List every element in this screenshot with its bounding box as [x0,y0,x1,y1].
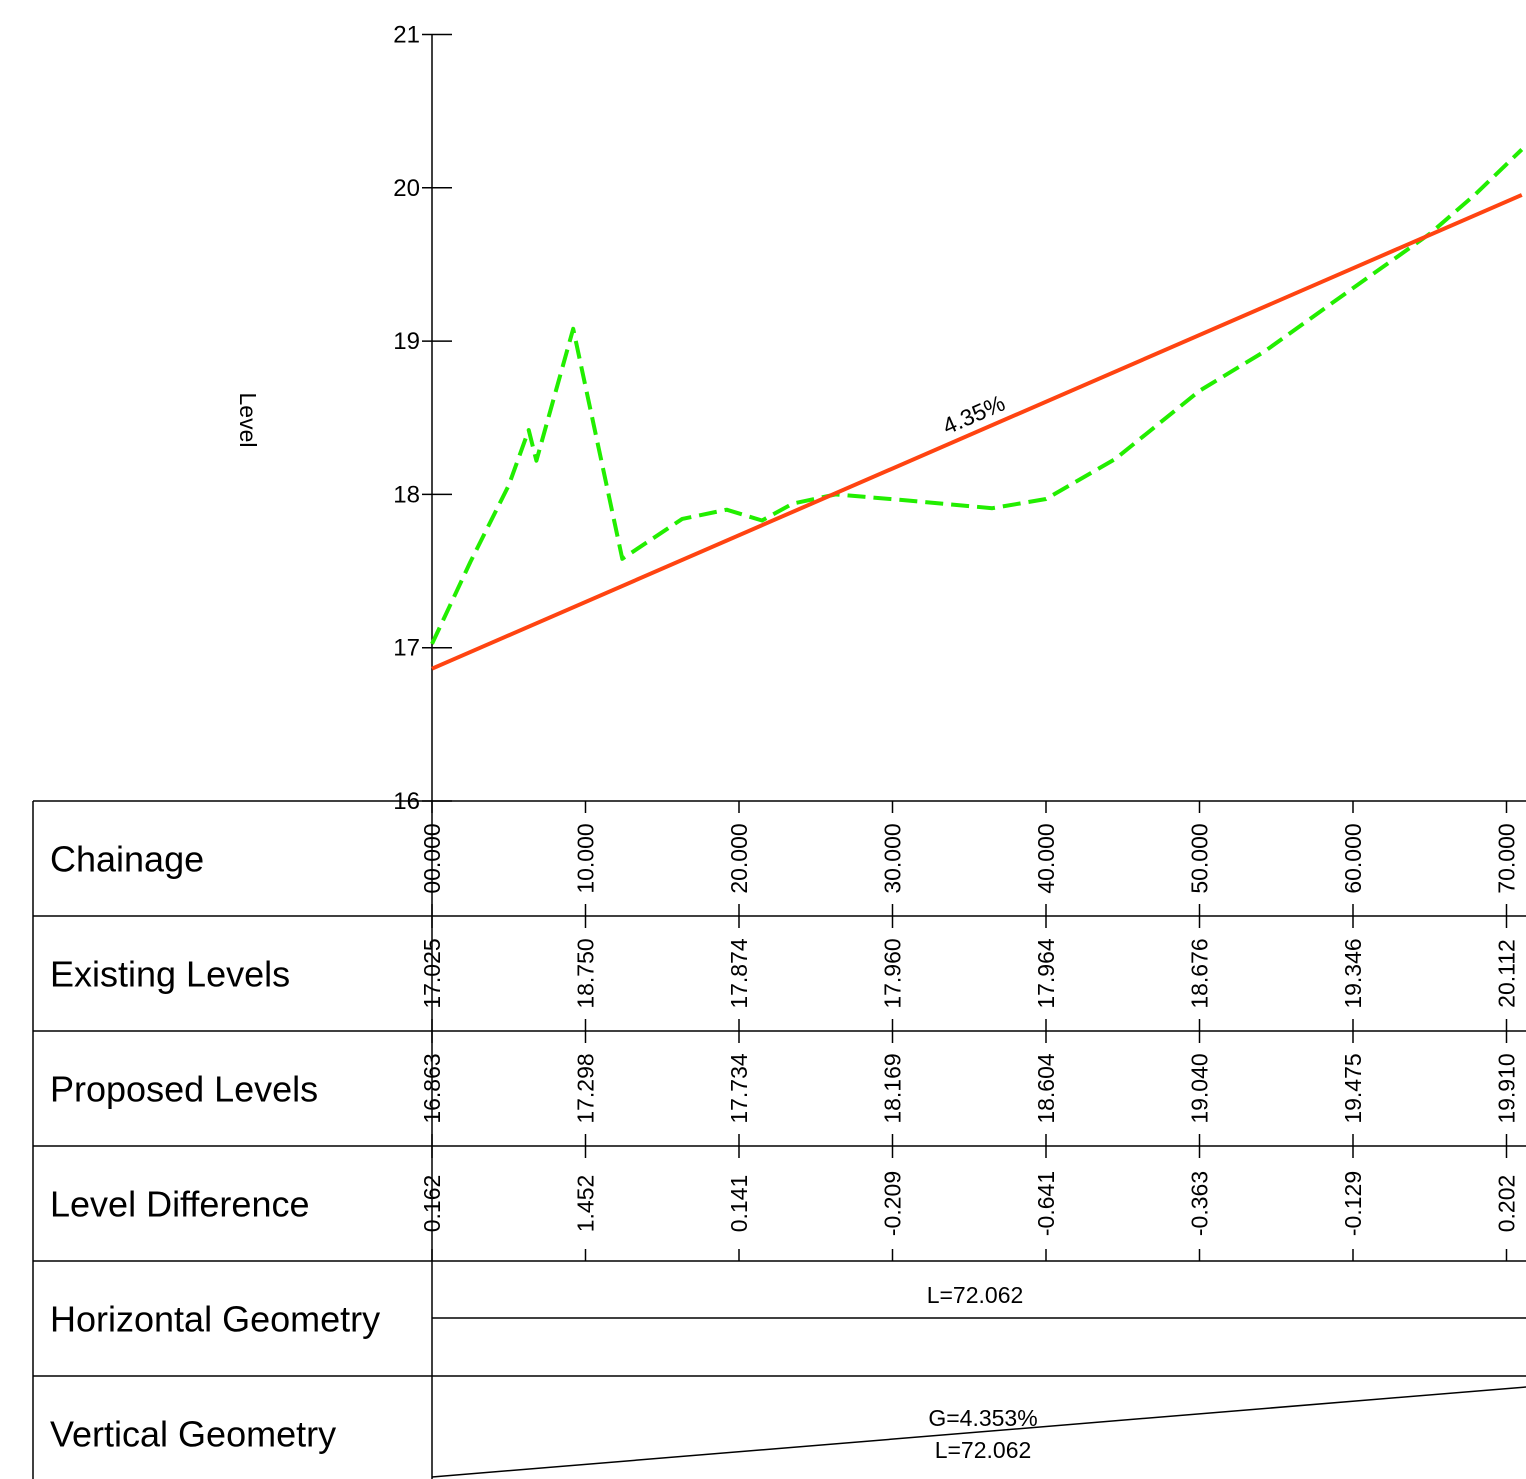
row-value: 17.734 [726,1053,752,1124]
row-value: 00.000 [419,823,445,893]
row-value: 0.202 [1494,1175,1520,1233]
row-value: 17.874 [726,938,752,1009]
row-value: -0.209 [880,1171,906,1236]
row-value: 17.298 [573,1053,599,1123]
row-value: 18.750 [573,938,599,1008]
vertical-grade-line [432,1387,1526,1477]
y-tick-label: 20 [393,175,420,202]
row-label: Vertical Geometry [50,1414,336,1455]
row-value: 20.000 [726,823,752,893]
row-label: Level Difference [50,1184,310,1225]
row-value: 19.040 [1187,1053,1213,1123]
row-value: 17.025 [419,938,445,1008]
row-value: -0.641 [1033,1171,1059,1236]
row-value: 17.964 [1033,938,1059,1009]
y-tick-label: 18 [393,481,420,508]
row-value: 10.000 [573,823,599,893]
row-value: 50.000 [1187,823,1213,893]
row-value: 30.000 [880,823,906,893]
row-value: 70.000 [1494,823,1520,893]
row-value: -0.129 [1340,1171,1366,1236]
row-value: 18.676 [1187,938,1213,1008]
row-value: -0.363 [1187,1171,1213,1236]
y-tick-label: 17 [393,635,420,662]
vertical-geometry-grade: G=4.353% [928,1405,1037,1431]
row-value: 19.346 [1340,938,1366,1008]
data-table: Chainage 00.000 10.000 20.000 30.000 40.000 50… [33,801,1526,1479]
horizontal-geometry-length: L=72.062 [927,1282,1024,1308]
row-label: Proposed Levels [50,1069,318,1110]
row-value: 19.475 [1340,1053,1366,1123]
existing-levels-line [432,150,1522,644]
row-value: 1.452 [573,1175,599,1233]
row-label: Existing Levels [50,954,290,995]
row-value: 18.604 [1033,1053,1059,1124]
row-value: 40.000 [1033,823,1059,893]
row-value: 0.162 [419,1175,445,1233]
row-value: 16.863 [419,1053,445,1123]
row-value: 19.910 [1494,1053,1520,1123]
row-value: 18.169 [880,1053,906,1123]
y-axis-title: Level [235,393,261,448]
vertical-geometry-length: L=72.062 [935,1437,1032,1463]
row-value: 20.112 [1494,939,1520,1008]
row-value: 0.141 [726,1175,752,1233]
row-label: Chainage [50,839,204,880]
row-label: Horizontal Geometry [50,1299,380,1340]
row-value: 60.000 [1340,823,1366,893]
y-tick-label: 19 [393,328,420,355]
row-value: 17.960 [880,938,906,1008]
y-tick-label: 21 [393,22,420,49]
